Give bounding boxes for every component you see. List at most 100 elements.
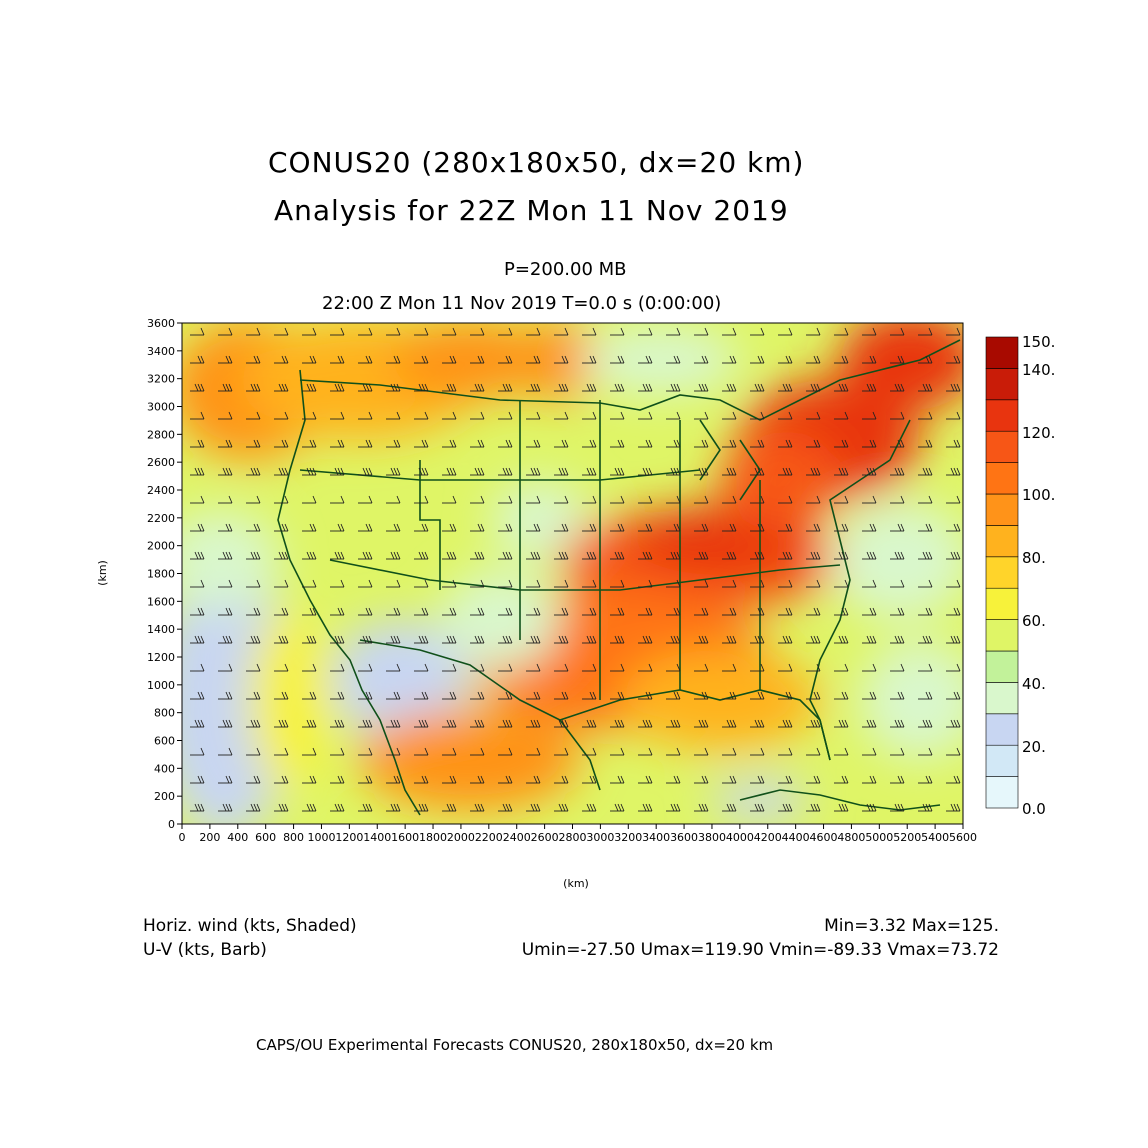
wind-barb [694, 775, 709, 784]
wind-barb [274, 551, 289, 560]
wind-barb [722, 691, 737, 700]
y-tick-label: 2800 [147, 428, 175, 441]
wind-barb [526, 579, 541, 588]
colorbar-swatch [985, 336, 1019, 369]
wind-barb [386, 355, 401, 364]
wind-barb [330, 719, 345, 728]
wind-barb [414, 803, 429, 812]
y-tick-label: 200 [154, 790, 175, 803]
wind-barb [610, 719, 625, 728]
wind-barb [190, 467, 205, 476]
y-tick-label: 1400 [147, 623, 175, 636]
wind-barb [610, 775, 625, 784]
wind-barb [638, 663, 653, 672]
wind-barb [778, 495, 793, 504]
wind-barb [526, 691, 541, 700]
wind-barb [778, 439, 793, 448]
wind-barb [890, 411, 905, 420]
colorbar-swatch [985, 682, 1019, 715]
wind-barb [386, 579, 401, 588]
x-axis-unit: (km) [563, 877, 589, 890]
wind-barb [218, 467, 233, 476]
wind-barb [330, 383, 345, 392]
wind-barb [274, 383, 289, 392]
x-tick-label: 800 [283, 831, 304, 844]
wind-barb [582, 635, 597, 644]
wind-barb [526, 439, 541, 448]
wind-barb [946, 495, 961, 504]
wind-barb [638, 495, 653, 504]
wind-barb [274, 439, 289, 448]
wind-barb [414, 439, 429, 448]
wind-barb [862, 467, 877, 476]
wind-barb [442, 607, 457, 616]
wind-barb [246, 355, 261, 364]
wind-barb [722, 383, 737, 392]
colorbar-swatch [985, 556, 1019, 589]
wind-barb [750, 747, 765, 756]
wind-barb [358, 495, 373, 504]
wind-barb [274, 607, 289, 616]
wind-barb [862, 523, 877, 532]
wind-barb [358, 467, 373, 476]
wind-barb [554, 467, 569, 476]
wind-barb [610, 803, 625, 812]
wind-barb [246, 411, 261, 420]
wind-barb [834, 383, 849, 392]
wind-barb [386, 803, 401, 812]
wind-barb [190, 383, 205, 392]
wind-barb [414, 523, 429, 532]
wind-barb [890, 635, 905, 644]
wind-barb [834, 663, 849, 672]
wind-barb [638, 607, 653, 616]
colorbar-swatch [985, 650, 1019, 683]
wind-barb [498, 551, 513, 560]
wind-barb [190, 523, 205, 532]
wind-barb [806, 775, 821, 784]
x-tick-label: 400 [227, 831, 248, 844]
wind-barb [918, 691, 933, 700]
geographic-boundaries [277, 339, 961, 816]
colorbar-swatch [985, 368, 1019, 401]
wind-barb [582, 663, 597, 672]
wind-barb [386, 747, 401, 756]
wind-barb [610, 747, 625, 756]
wind-barb [218, 719, 233, 728]
colorbar: 0.0 20. 40. 60. 80. 100. 120. 140. 150. [985, 333, 1055, 818]
wind-barb [918, 579, 933, 588]
colorbar-swatch [985, 493, 1019, 526]
colorbar-label: 60. [1022, 612, 1046, 630]
wind-barb [862, 579, 877, 588]
wind-barb [694, 523, 709, 532]
wind-barb [638, 579, 653, 588]
wind-barb [218, 663, 233, 672]
wind-barb [890, 663, 905, 672]
wind-barb [554, 803, 569, 812]
wind-barb [946, 383, 961, 392]
wind-barb [442, 523, 457, 532]
wind-barb [218, 747, 233, 756]
wind-barb [554, 327, 569, 336]
wind-barb [722, 803, 737, 812]
x-tick-label: 3800 [698, 831, 726, 844]
wind-barb [190, 775, 205, 784]
wind-barb [946, 803, 961, 812]
x-tick-label: 2800 [559, 831, 587, 844]
wind-barb [498, 355, 513, 364]
wind-barb [330, 411, 345, 420]
wind-barb [806, 411, 821, 420]
wind-barb [946, 355, 961, 364]
wind-barb [302, 803, 317, 812]
colorbar-label: 80. [1022, 549, 1046, 567]
wind-barb [582, 327, 597, 336]
wind-barb [778, 775, 793, 784]
wind-barb [834, 327, 849, 336]
wind-barb [358, 439, 373, 448]
wind-barb [694, 635, 709, 644]
wind-barb [778, 663, 793, 672]
wind-barb [750, 551, 765, 560]
wind-barb [694, 495, 709, 504]
y-tick-label: 3600 [147, 317, 175, 330]
wind-barb [386, 495, 401, 504]
wind-barb [834, 355, 849, 364]
